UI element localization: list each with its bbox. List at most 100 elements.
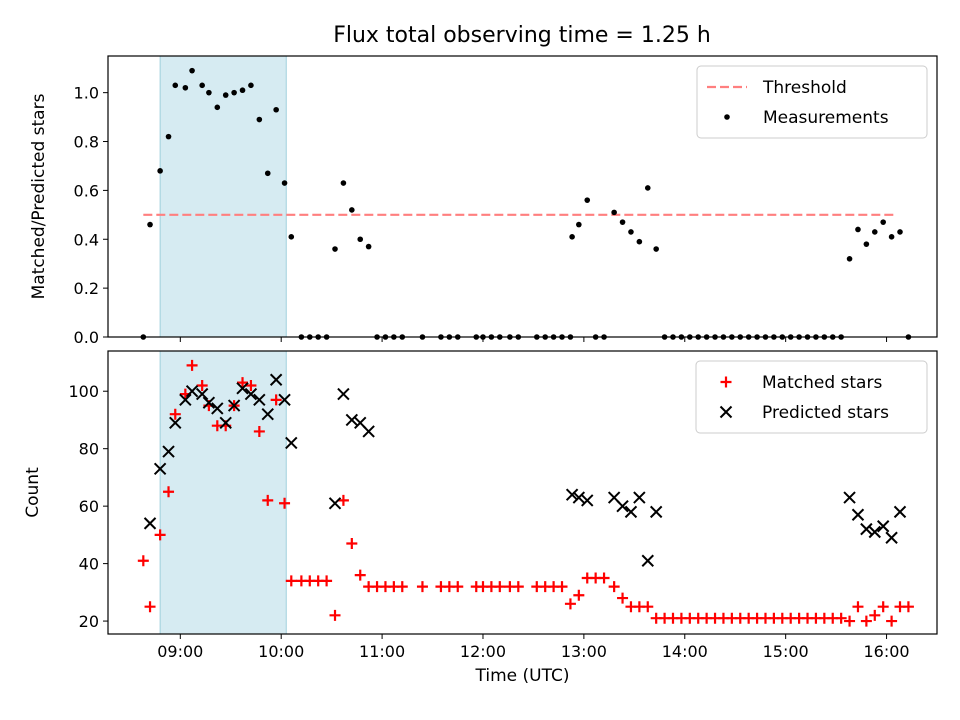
matched-point xyxy=(608,581,620,593)
data-point xyxy=(332,246,338,252)
y-tick-label: 0.8 xyxy=(74,133,99,152)
predicted-point xyxy=(843,491,856,504)
predicted-point xyxy=(565,488,579,501)
x-tick-label: 14:00 xyxy=(662,642,708,661)
legend-label: Predicted stars xyxy=(762,403,889,423)
data-point xyxy=(576,221,582,228)
legend-marker xyxy=(720,376,732,388)
predicted-point xyxy=(227,399,241,412)
data-point xyxy=(584,197,591,203)
predicted-point xyxy=(893,505,907,519)
predicted-point xyxy=(211,402,224,415)
y-tick-label: 0.6 xyxy=(74,181,99,200)
data-point xyxy=(147,221,153,228)
data-point xyxy=(281,180,288,186)
y-tick-label: 100 xyxy=(68,382,99,401)
legend-label: Matched stars xyxy=(762,373,882,393)
matched-point xyxy=(245,379,257,391)
matched-point xyxy=(186,359,198,371)
matched-point xyxy=(279,497,291,509)
predicted-point xyxy=(616,499,629,513)
data-point xyxy=(569,234,575,240)
predicted-point xyxy=(179,393,192,407)
legend: Threshold Measurements xyxy=(696,65,928,139)
predicted-point xyxy=(153,462,167,476)
series-predicted-stars xyxy=(143,373,907,567)
matched-point xyxy=(452,581,464,593)
predicted-point xyxy=(269,373,283,386)
data-point xyxy=(182,84,189,91)
axes-frame xyxy=(107,350,938,635)
predicted-point xyxy=(202,396,216,409)
x-tick-label: 11:00 xyxy=(359,642,405,661)
matched-point xyxy=(396,581,408,593)
y-tick-label: 80 xyxy=(79,440,99,459)
data-point xyxy=(611,209,617,216)
matched-point xyxy=(902,601,914,613)
predicted-point xyxy=(860,522,873,536)
legend-label: Threshold xyxy=(762,78,847,98)
predicted-point xyxy=(244,387,258,401)
data-point xyxy=(165,133,172,140)
data-point xyxy=(214,104,221,111)
data-point xyxy=(871,229,878,235)
matched-point xyxy=(169,408,181,420)
matched-point xyxy=(137,555,149,567)
legend-label: Measurements xyxy=(763,108,889,128)
matched-point xyxy=(494,581,506,593)
y-tick-label: 0.4 xyxy=(74,230,99,249)
matched-point xyxy=(860,615,872,627)
data-point xyxy=(365,243,372,250)
matched-point xyxy=(270,394,282,406)
data-point xyxy=(855,226,861,233)
matched-point xyxy=(196,379,208,391)
predicted-point xyxy=(649,505,663,519)
predicted-point xyxy=(876,520,890,533)
matched-point xyxy=(416,581,428,593)
x-tick-label: 15:00 xyxy=(763,642,809,661)
y-tick-label: 40 xyxy=(79,555,99,574)
y-axis-label: Count xyxy=(23,467,43,518)
predicted-point xyxy=(362,425,375,438)
predicted-point xyxy=(885,531,898,544)
y-tick-label: 0.0 xyxy=(74,328,99,347)
legend-box xyxy=(696,65,928,139)
data-point xyxy=(273,106,279,113)
observing-window-span xyxy=(159,350,287,635)
data-point xyxy=(349,207,355,213)
predicted-point xyxy=(285,436,298,450)
data-point xyxy=(239,87,246,94)
matched-point xyxy=(346,537,358,549)
observing-window-span xyxy=(159,55,287,338)
matched-point xyxy=(844,615,856,627)
matched-point xyxy=(642,601,654,613)
predicted-point xyxy=(337,387,350,401)
matched-point xyxy=(329,609,341,621)
matched-point xyxy=(573,589,585,601)
matched-point xyxy=(321,575,333,587)
data-point xyxy=(880,219,886,225)
data-point xyxy=(206,89,212,96)
series-matched-stars xyxy=(137,359,914,627)
y-tick-label: 1.0 xyxy=(74,84,99,103)
data-point xyxy=(248,82,254,89)
x-tick-label: 16:00 xyxy=(863,642,909,661)
x-tick-label: 10:00 xyxy=(258,642,304,661)
matched-point xyxy=(564,598,576,610)
data-point xyxy=(264,170,271,177)
data-point xyxy=(231,89,237,96)
data-point xyxy=(256,116,263,123)
predicted-point xyxy=(236,382,249,395)
matched-point xyxy=(337,494,349,506)
data-point xyxy=(357,236,364,243)
legend-box xyxy=(695,360,928,434)
data-point xyxy=(888,234,895,240)
predicted-point xyxy=(185,385,199,398)
predicted-point xyxy=(641,554,654,567)
legend-marker xyxy=(724,114,730,120)
axes-frame xyxy=(107,55,938,338)
matched-point xyxy=(144,601,156,613)
x-tick-label: 12:00 xyxy=(460,642,506,661)
predicted-point xyxy=(195,387,209,401)
